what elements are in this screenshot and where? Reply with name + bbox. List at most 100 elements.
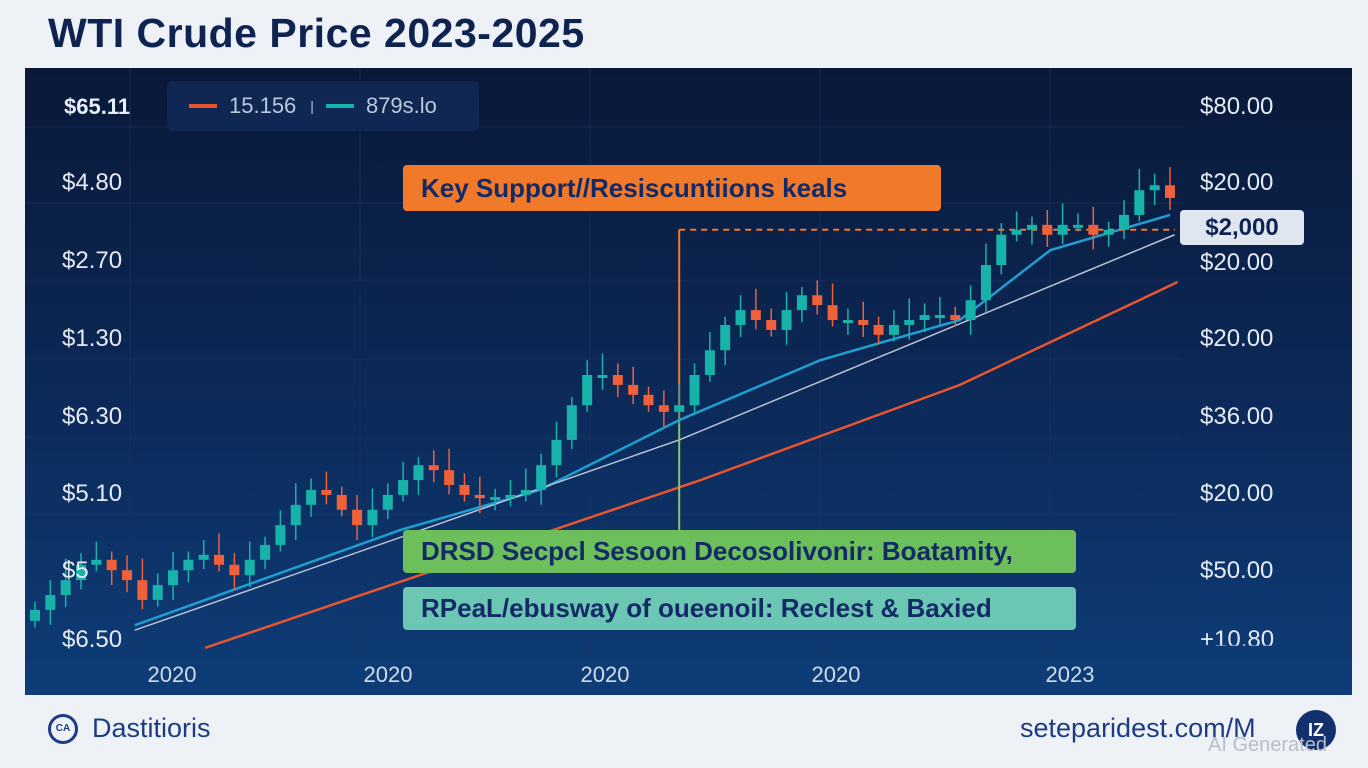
annotation-key-support: Key Support//Resiscuntiions keals — [403, 165, 941, 211]
candle-up — [76, 564, 87, 581]
brand-logo-icon: CA — [48, 713, 78, 744]
candle-up — [796, 295, 807, 311]
legend-swatch-orange — [189, 104, 217, 108]
candle-down — [428, 465, 439, 471]
candle-down — [336, 494, 347, 510]
candle-up — [1134, 190, 1145, 215]
candle-down — [474, 494, 485, 499]
candle-up — [1149, 185, 1160, 191]
y-right-tick-label: $20.00 — [1200, 325, 1274, 352]
candle-down — [1042, 224, 1053, 235]
candle-up — [520, 489, 531, 495]
candle-up — [720, 324, 731, 351]
candle-up — [934, 315, 945, 319]
candle-up — [904, 320, 915, 325]
y-left-tick-label: $5 — [62, 557, 89, 584]
candle-up — [536, 465, 547, 490]
candle-up — [597, 375, 608, 378]
chart-title: WTI Crude Price 2023-2025 — [48, 10, 585, 56]
current-price-tag: $2,000 — [1180, 210, 1304, 245]
legend-swatch-teal — [325, 104, 354, 108]
candle-up — [781, 310, 792, 330]
candle-up — [505, 494, 516, 498]
candle-down — [137, 580, 148, 600]
candle-down — [106, 559, 117, 571]
candle-up — [60, 580, 71, 595]
legend-series-a: 15.156 — [229, 93, 297, 118]
candle-up — [306, 489, 317, 505]
candle-up — [260, 544, 271, 560]
candle-down — [444, 470, 455, 485]
candle-down — [658, 405, 669, 412]
y-right-tick-label: $20.00 — [1200, 249, 1274, 276]
y-left-tick-label: $6.30 — [62, 403, 123, 430]
annotation-recent: RPeaL/ebusway of oueenoil: Reclest & Bax… — [403, 587, 1076, 630]
candle-down — [229, 564, 240, 576]
candle-up — [566, 405, 577, 440]
watermark: AI Generated — [1208, 734, 1327, 756]
candle-up — [275, 525, 286, 545]
candle-down — [873, 324, 884, 335]
x-tick-label: 2020 — [580, 662, 630, 687]
y-left-tick-label: $2.70 — [62, 247, 123, 274]
candle-up — [290, 504, 301, 526]
candle-up — [689, 375, 700, 406]
candle-up — [735, 310, 746, 325]
footer-brand: CA Dastitioris — [48, 713, 211, 744]
brand-name: Dastitioris — [92, 713, 211, 743]
candle-down — [643, 394, 654, 406]
candle-up — [244, 559, 255, 576]
x-tick-label: 2023 — [1045, 662, 1095, 687]
candle-up — [919, 315, 930, 320]
candle-down — [1165, 185, 1175, 198]
candle-up — [490, 497, 501, 501]
legend-separator: | — [310, 98, 314, 114]
candle-down — [812, 295, 823, 306]
candle-up — [398, 480, 409, 495]
candle-up — [965, 300, 976, 320]
current-price: $65.11 — [64, 94, 131, 119]
candle-down — [766, 320, 777, 330]
footer-url[interactable]: seteparidest.com/M — [1020, 713, 1256, 743]
y-right-tick-label: $36.00 — [1200, 403, 1274, 430]
y-left-tick-label: $4.80 — [62, 169, 123, 196]
y-right-tick-label: $80.00 — [1200, 93, 1274, 120]
candle-up — [45, 595, 56, 610]
ma-blue-line — [134, 213, 1171, 627]
candle-down — [628, 384, 639, 395]
y-left-tick-label: $1.30 — [62, 325, 123, 352]
candle-down — [750, 310, 761, 320]
candle-up — [91, 559, 102, 565]
candle-down — [321, 489, 332, 495]
candle-up — [183, 559, 194, 571]
candle-down — [122, 570, 133, 581]
candle-up — [1011, 229, 1022, 235]
candle-up — [1057, 224, 1068, 235]
candle-down — [858, 320, 869, 325]
candle-down — [214, 554, 225, 565]
y-right-tick-label: $20.00 — [1200, 169, 1274, 196]
x-tick-label: 2020 — [811, 662, 861, 687]
candle-down — [1088, 224, 1099, 235]
candle-up — [1026, 224, 1037, 230]
x-tick-label: 2020 — [363, 662, 413, 687]
legend: 15.156 | 879s.lo — [167, 81, 479, 131]
candle-up — [198, 554, 209, 560]
candle-up — [674, 405, 685, 412]
candle-down — [950, 315, 961, 320]
candle-up — [367, 509, 378, 526]
badge-icon: IZ — [1296, 710, 1336, 750]
annotation-seasonal: DRSD Secpcl Sesoon Decosolivonir: Boatam… — [403, 530, 1076, 573]
candle-up — [152, 585, 163, 600]
candle-up — [980, 265, 991, 301]
candle-down — [459, 485, 470, 495]
candle-up — [30, 609, 40, 621]
candle-up — [1103, 229, 1114, 235]
y-right-tick-label: +10.80 — [1200, 626, 1275, 653]
candle-up — [168, 570, 179, 586]
candle-up — [382, 494, 393, 510]
candle-up — [888, 324, 899, 335]
y-right-tick-label: $20.00 — [1200, 480, 1274, 507]
candle-down — [827, 305, 838, 320]
candle-up — [551, 439, 562, 466]
